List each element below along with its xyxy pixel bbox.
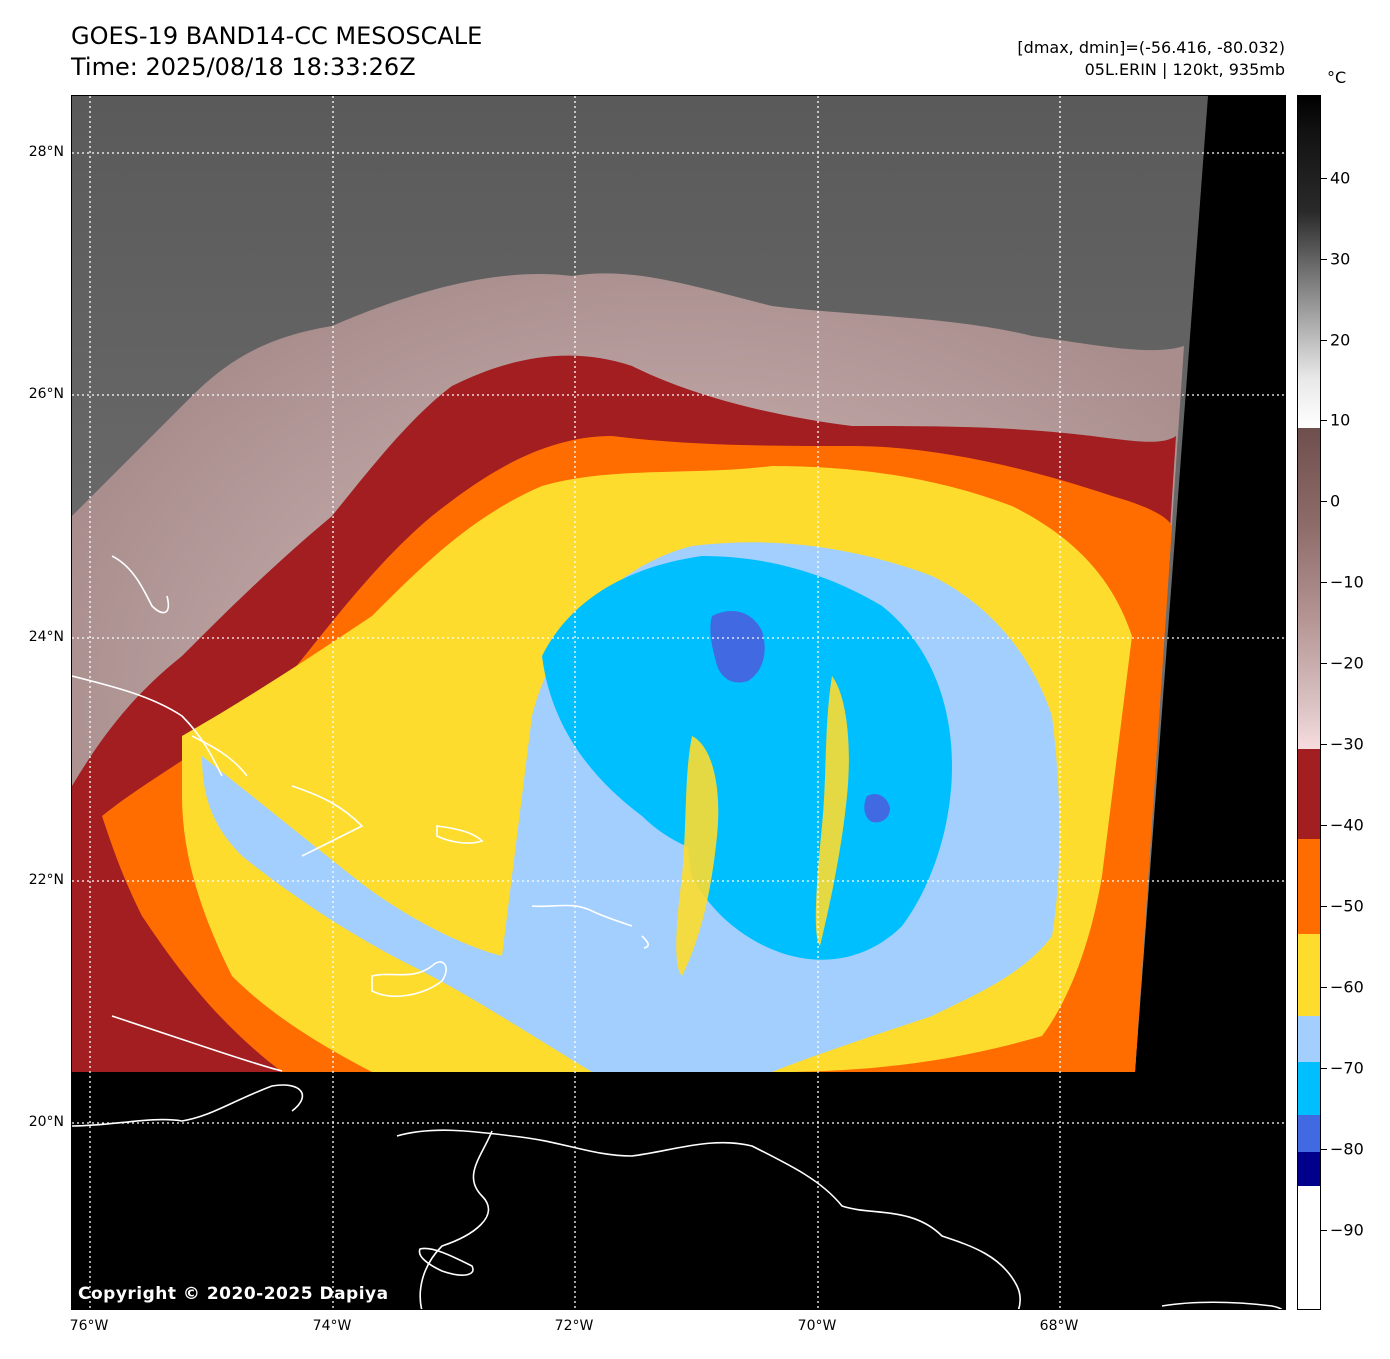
coastline-bahamas-1 <box>111 555 170 614</box>
satellite-map <box>71 95 1286 1310</box>
colorbar-label-minus80: −80 <box>1330 1139 1364 1159</box>
lat-label-28: 28°N <box>28 144 64 160</box>
colorbar-segment-skyblue <box>1298 1062 1320 1115</box>
colorbar-label-minus40: −40 <box>1330 815 1364 835</box>
colorbar-segment-orange <box>1298 839 1320 934</box>
lat-label-26: 26°N <box>28 386 64 402</box>
inner-yellow-streak-2 <box>815 676 849 946</box>
colorbar-tick <box>1321 744 1327 745</box>
colorbar-tick <box>1321 259 1327 260</box>
colorbar-segment-lightblue <box>1298 1016 1320 1062</box>
colorbar <box>1297 95 1321 1310</box>
lon-label-76: 76°W <box>69 1318 109 1334</box>
coastline-puerto-rico <box>1161 1301 1283 1309</box>
colorbar-segment-darkred <box>1298 749 1320 839</box>
colorbar-label-20: 20 <box>1330 330 1351 350</box>
coastlines <box>72 555 1283 1309</box>
colorbar-segment-gold <box>1298 934 1320 1016</box>
colorbar-segment-royalblue <box>1298 1115 1320 1152</box>
colorbar-label-minus90: −90 <box>1330 1220 1364 1240</box>
lat-label-22: 22°N <box>28 872 64 888</box>
satellite-imagery <box>72 96 1285 1309</box>
colorbar-label-minus30: −30 <box>1330 734 1364 754</box>
band-minus-70-deep <box>542 556 952 960</box>
coastline-bahamas-4 <box>291 785 364 857</box>
coastline-bahamas-3 <box>191 735 248 777</box>
colorbar-tick <box>1321 582 1327 583</box>
data-range-text: [dmax, dmin]=(-56.416, -80.032) <box>1017 38 1285 57</box>
colorbar-tick <box>1321 906 1327 907</box>
band-minus-80-cell <box>864 794 890 823</box>
imagery-data-area <box>72 96 1208 1072</box>
copyright-text: Copyright © 2020-2025 Dapiya <box>78 1284 389 1304</box>
colorbar-tick <box>1321 1230 1327 1231</box>
lat-label-24: 24°N <box>28 629 64 645</box>
colorbar-label-40: 40 <box>1330 168 1351 188</box>
colorbar-tick <box>1321 178 1327 179</box>
colorbar-segment-gray <box>1298 96 1320 428</box>
inner-yellow-streak <box>676 736 719 976</box>
colorbar-tick <box>1321 340 1327 341</box>
colorbar-tick <box>1321 663 1327 664</box>
storm-info-text: 05L.ERIN | 120kt, 935mb <box>1084 60 1285 79</box>
band-minus-80-core <box>710 611 765 683</box>
colorbar-tick <box>1321 1068 1327 1069</box>
title-line-2: Time: 2025/08/18 18:33:26Z <box>71 53 416 81</box>
colorbar-label-10: 10 <box>1330 410 1351 430</box>
coastline-isla-gonave <box>418 1247 474 1276</box>
colorbar-label-minus60: −60 <box>1330 977 1364 997</box>
coastline-turks-caicos <box>436 825 484 844</box>
colorbar-label-minus70: −70 <box>1330 1058 1364 1078</box>
lon-label-74: 74°W <box>312 1318 352 1334</box>
lon-label-72: 72°W <box>554 1318 594 1334</box>
colorbar-tick <box>1321 501 1327 502</box>
lon-label-70: 70°W <box>797 1318 837 1334</box>
colorbar-label-minus20: −20 <box>1330 653 1364 673</box>
coastline-island-cluster <box>531 904 633 927</box>
title-line-1: GOES-19 BAND14-CC MESOSCALE <box>71 22 483 50</box>
lat-label-20: 20°N <box>28 1114 64 1130</box>
colorbar-label-30: 30 <box>1330 249 1351 269</box>
colorbar-label-0: 0 <box>1330 491 1341 511</box>
colorbar-label-minus10: −10 <box>1330 572 1364 592</box>
coastline-cuba-east <box>111 1015 283 1072</box>
lon-label-68: 68°W <box>1039 1318 1079 1334</box>
coastline-great-inagua <box>371 961 447 997</box>
colorbar-tick <box>1321 420 1327 421</box>
colorbar-unit: °C <box>1327 68 1347 87</box>
colorbar-segment-white <box>1298 1186 1320 1309</box>
colorbar-tick <box>1321 825 1327 826</box>
coastline-small-cays <box>641 935 649 949</box>
coastline-cuba <box>72 1084 304 1127</box>
colorbar-tick <box>1321 987 1327 988</box>
colorbar-segment-mauve <box>1298 428 1320 749</box>
colorbar-tick <box>1321 1149 1327 1150</box>
colorbar-label-minus50: −50 <box>1330 896 1364 916</box>
coastline-hispaniola <box>396 1129 1021 1309</box>
coastline-bahamas-2 <box>72 675 223 777</box>
colorbar-segment-navy <box>1298 1152 1320 1186</box>
